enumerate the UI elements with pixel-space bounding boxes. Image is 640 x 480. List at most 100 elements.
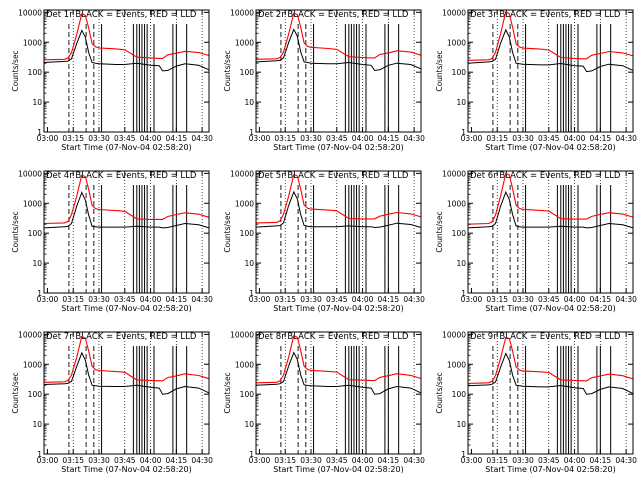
x-tick-label: 04:15 [166, 295, 188, 304]
y-tick-label: 10000 [442, 169, 466, 178]
x-tick-label: 03:45 [114, 456, 136, 465]
x-tick-label: 04:15 [590, 456, 612, 465]
x-tick-label: 03:15 [274, 134, 296, 143]
x-tick-label: 03:45 [326, 134, 348, 143]
y-tick-label: 10 [456, 98, 466, 107]
y-tick-label: 10000 [18, 169, 42, 178]
plot-frame [43, 331, 210, 455]
x-tick-label: 03:30 [300, 295, 322, 304]
x-axis-label: Start Time (07-Nov-04 02:58:20) [273, 304, 403, 313]
chart-title: Det 8r BLACK = Events, RED = LLD [258, 332, 409, 342]
x-axis-label: Start Time (07-Nov-04 02:58:20) [485, 304, 615, 313]
y-tick-label: 10 [244, 98, 254, 107]
x-tick-label: 04:00 [140, 134, 162, 143]
x-tick-label: 03:00 [37, 134, 59, 143]
y-tick-label: 100 [28, 390, 43, 399]
y-tick-label: 10 [32, 98, 42, 107]
x-tick-label: 04:00 [140, 456, 162, 465]
y-tick-label: 10000 [230, 8, 254, 17]
x-tick-label: 03:30 [512, 295, 534, 304]
x-tick-label: 03:00 [249, 295, 271, 304]
x-tick-label: 04:15 [166, 134, 188, 143]
y-tick-label: 1 [461, 450, 466, 459]
y-axis-label: Counts/sec [11, 372, 20, 413]
y-axis-label: Counts/sec [435, 50, 444, 91]
y-tick-label: 10000 [18, 8, 42, 17]
x-tick-label: 03:30 [300, 456, 322, 465]
events-series-line [255, 190, 422, 229]
y-tick-label: 100 [28, 68, 43, 77]
x-tick-label: 03:45 [326, 456, 348, 465]
y-tick-label: 1 [249, 450, 254, 459]
x-tick-label: 03:15 [62, 134, 84, 143]
lld-series-line [255, 12, 422, 60]
y-axis-label: Counts/sec [223, 372, 232, 413]
y-tick-label: 10 [244, 259, 254, 268]
y-tick-label: 100 [452, 68, 467, 77]
events-series-line [467, 190, 634, 229]
x-tick-label: 03:30 [88, 295, 110, 304]
x-tick-label: 04:00 [564, 456, 586, 465]
plot-frame [43, 170, 210, 294]
x-tick-label: 04:30 [191, 134, 213, 143]
lld-series-line [255, 173, 422, 224]
x-tick-label: 04:00 [140, 295, 162, 304]
y-axis-label: Counts/sec [223, 50, 232, 91]
x-tick-label: 03:30 [512, 456, 534, 465]
y-tick-label: 10000 [442, 330, 466, 339]
x-tick-label: 04:00 [564, 134, 586, 143]
lld-series-line [43, 12, 210, 61]
plot-frame [255, 331, 422, 455]
x-tick-label: 03:00 [37, 456, 59, 465]
x-tick-label: 04:15 [166, 456, 188, 465]
y-axis-label: Counts/sec [223, 211, 232, 252]
x-tick-label: 03:30 [88, 134, 110, 143]
x-tick-label: 03:45 [114, 134, 136, 143]
y-tick-label: 1000 [447, 199, 466, 208]
x-tick-label: 04:15 [378, 295, 400, 304]
x-tick-label: 04:30 [615, 456, 637, 465]
events-series-line [467, 352, 634, 395]
x-tick-label: 03:15 [486, 295, 508, 304]
y-tick-label: 10 [32, 420, 42, 429]
lld-series-line [255, 334, 422, 384]
x-tick-label: 03:00 [461, 456, 483, 465]
x-tick-label: 03:00 [461, 295, 483, 304]
chart-title: Det 9r BLACK = Events, RED = LLD [470, 332, 621, 342]
x-tick-label: 03:30 [88, 456, 110, 465]
plot-frame [467, 9, 634, 133]
y-tick-label: 1 [249, 289, 254, 298]
chart-panel-5: Det 5r BLACK = Events, RED = LLD 1 10 100 10… [223, 169, 425, 313]
events-series-line [255, 28, 422, 71]
chart-panel-8: Det 8r BLACK = Events, RED = LLD 1 10 100 10… [223, 330, 425, 474]
y-tick-label: 100 [28, 229, 43, 238]
x-axis-label: Start Time (07-Nov-04 02:58:20) [485, 143, 615, 152]
x-tick-label: 03:00 [249, 456, 271, 465]
y-tick-label: 10000 [230, 330, 254, 339]
chart-title: Det 7r BLACK = Events, RED = LLD [46, 332, 197, 342]
x-tick-label: 04:30 [191, 295, 213, 304]
plot-frame [467, 331, 634, 455]
x-tick-label: 03:45 [538, 456, 560, 465]
y-tick-label: 1000 [23, 360, 42, 369]
y-tick-label: 10 [32, 259, 42, 268]
chart-title: Det 2r BLACK = Events, RED = LLD [258, 10, 409, 20]
x-tick-label: 04:30 [615, 295, 637, 304]
x-axis-label: Start Time (07-Nov-04 02:58:20) [485, 465, 615, 474]
chart-panel-3: Det 3r BLACK = Events, RED = LLD 1 10 100 10… [435, 8, 637, 152]
y-tick-label: 100 [240, 390, 255, 399]
plot-frame [467, 170, 634, 294]
lld-series-line [467, 172, 634, 225]
plot-frame [255, 170, 422, 294]
x-tick-label: 04:00 [352, 134, 374, 143]
x-tick-label: 04:30 [403, 134, 425, 143]
x-tick-label: 03:15 [486, 134, 508, 143]
plot-frame [255, 9, 422, 133]
chart-title: Det 5r BLACK = Events, RED = LLD [258, 171, 409, 181]
chart-title: Det 4r BLACK = Events, RED = LLD [46, 171, 197, 181]
chart-panel-4: Det 4r BLACK = Events, RED = LLD 1 10 100 10… [11, 169, 213, 313]
chart-panel-6: Det 6r BLACK = Events, RED = LLD 1 10 100 10… [435, 169, 637, 313]
x-tick-label: 04:30 [403, 456, 425, 465]
x-tick-label: 03:30 [512, 134, 534, 143]
